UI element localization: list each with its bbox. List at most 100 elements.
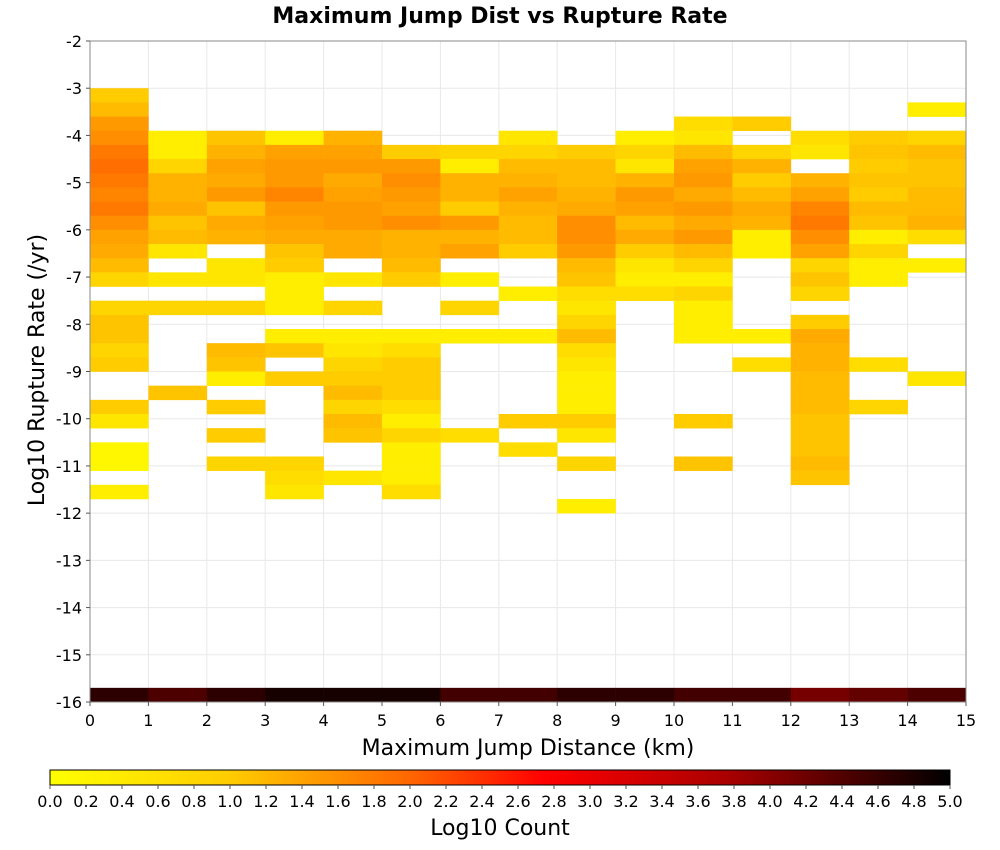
heatmap-cell [323,413,383,429]
heatmap-cell [90,484,149,500]
heatmap-cell [498,159,558,174]
heatmap-cell [148,385,208,401]
heatmap-cell [674,229,733,245]
heatmap-cell [790,456,850,471]
heatmap-cell [732,173,792,188]
heatmap-cell [90,144,149,160]
colorbar-tick-label: 0.8 [181,792,206,811]
heatmap-cell [265,272,324,287]
x-tick-label: 13 [839,711,859,730]
colorbar-tick-label: 4.4 [829,792,854,811]
heatmap-cell [907,144,967,160]
heatmap-cell [382,187,441,202]
heatmap-cell [206,272,266,287]
x-tick-label: 4 [319,711,329,730]
heatmap-cell [674,244,733,259]
heatmap-cell [674,687,733,703]
y-tick-label: -3 [66,79,82,98]
heatmap-cell [382,428,441,443]
heatmap-cell [90,314,149,330]
colorbar-tick-label: 1.0 [217,792,242,811]
heatmap-cell [615,286,675,301]
heatmap-cell [265,215,324,231]
y-tick-label: -11 [56,457,82,476]
heatmap-cell [265,343,324,358]
heatmap-cell [557,343,616,358]
heatmap-cell [615,215,675,231]
heatmap-cell [206,399,266,415]
heatmap-cell [382,201,441,216]
heatmap-cell [790,357,850,372]
heatmap-cell [382,687,441,703]
heatmap-cell [732,687,792,703]
heatmap-cell [440,229,500,245]
heatmap-cell [206,229,266,245]
colorbar-tick-label: 4.0 [757,792,782,811]
heatmap-cell [382,456,441,471]
heatmap-cell [206,258,266,273]
y-tick-label: -7 [66,268,82,287]
heatmap-cell [382,385,441,401]
x-tick-label: 3 [260,711,270,730]
heatmap-cell [557,300,616,316]
heatmap-cell [323,187,383,202]
heatmap-cell [615,229,675,245]
heatmap-cell [382,357,441,372]
heatmap-cell [615,244,675,259]
heatmap-cell [557,413,616,429]
colorbar-tick-label: 0.0 [37,792,62,811]
heatmap-cell [440,244,500,259]
heatmap-cell [790,385,850,401]
heatmap-cell [790,314,850,330]
colorbar-tick-label: 2.2 [433,792,458,811]
heatmap-cell [498,413,558,429]
heatmap-cell [790,371,850,386]
heatmap-cell [790,687,850,703]
heatmap-cell [907,687,967,703]
heatmap-cell [790,399,850,415]
heatmap-cell [382,272,441,287]
heatmap-cell [849,244,908,259]
heatmap-cell [90,229,149,245]
heatmap-cell [382,258,441,273]
colorbar-tick-label: 3.2 [613,792,638,811]
heatmap-cell [382,329,441,344]
heatmap-cell [440,201,500,216]
heatmap-cell [557,144,616,160]
heatmap-cell [557,201,616,216]
heatmap-cell [440,329,500,344]
heatmap-cell [323,357,383,372]
heatmap-cell [206,357,266,372]
colorbar-tick-label: 1.4 [289,792,314,811]
heatmap-cell [323,130,383,146]
heatmap-cell [440,428,500,443]
heatmap-cell [382,215,441,231]
heatmap-cell [790,201,850,216]
y-tick-label: -5 [66,174,82,193]
heatmap-cell [206,144,266,160]
heatmap-cell [498,229,558,245]
heatmap-cell [907,201,967,216]
x-tick-label: 12 [781,711,801,730]
heatmap-cell [265,244,324,259]
y-tick-label: -4 [66,126,82,145]
heatmap-cell [90,329,149,344]
heatmap-cell [265,371,324,386]
colorbar-tick-label: 2.0 [397,792,422,811]
heatmap-cell [557,159,616,174]
heatmap-cell [206,343,266,358]
heatmap-cell [323,371,383,386]
heatmap-cell [440,300,500,316]
heatmap-cell [382,484,441,500]
heatmap-cell [498,687,558,703]
heatmap-cell [265,470,324,486]
x-tick-label: 10 [664,711,684,730]
heatmap-cell [323,399,383,415]
heatmap-cell [674,314,733,330]
heatmap-cell [849,215,908,231]
heatmap-cell [90,272,149,287]
heatmap-cell [907,130,967,146]
heatmap-cell [382,229,441,245]
y-tick-label: -12 [56,504,82,523]
heatmap-cell [265,144,324,160]
